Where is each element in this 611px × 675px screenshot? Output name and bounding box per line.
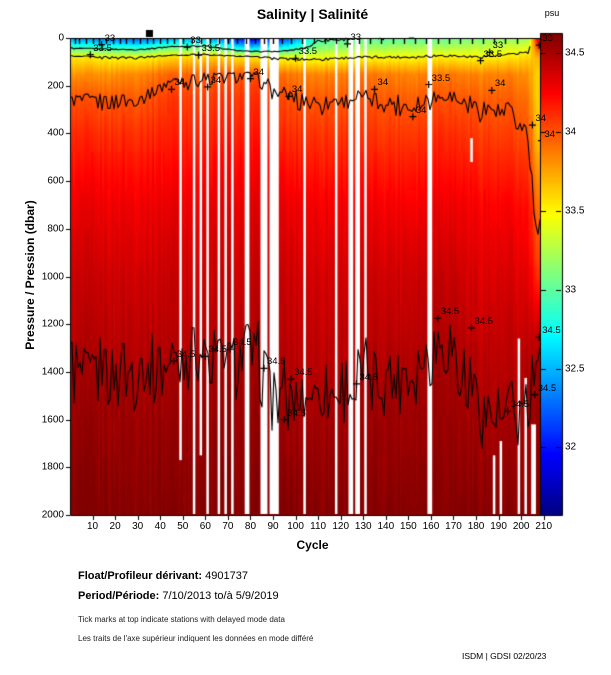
contour-line-label: 34 [210,74,222,86]
contour-line-label: 33 [190,35,201,47]
contour-line-label: 34.5 [510,399,530,411]
float-id-label: Float/Profileur dérivant: [78,570,203,582]
x-tick-label: 160 [422,521,440,532]
colorbar-tick-label: 34 [565,126,577,138]
x-tick-label: 20 [109,521,121,532]
contour-line-label: 34.5 [359,371,378,383]
contour-line-label: 34 [415,104,427,116]
y-tick-label: 2000 [41,509,64,521]
contour-line-label: 34.5 [176,349,196,361]
x-tick-label: 180 [467,521,485,532]
contour-line-label: 34.5 [542,325,561,337]
colorbar-tick-label: 33.5 [565,205,585,217]
contour-line-label: 33 [104,32,116,44]
credit-line: ISDM | GDSI 02/20/23 [462,651,547,661]
note-french: Les traits de l'axe supérieur indiquent … [78,634,314,643]
x-tick-label: 190 [490,521,507,532]
x-axis-label: Cycle [296,538,329,552]
contour-line-label: 34 [377,77,389,89]
float-id-value: 4901737 [205,570,248,582]
colorbar-tick-label: 32 [565,441,577,453]
y-tick-label: 1400 [41,366,64,378]
contour-line-label: 34.5 [267,356,286,368]
contour-line-label: 34.5 [537,382,557,394]
period-line: Period/Période: 7/10/2013 to/à 5/9/2019 [78,590,279,602]
x-tick-label: 70 [222,521,234,532]
x-tick-label: 140 [377,521,395,532]
contour-line-label: 34.5 [440,306,460,318]
period-value: 7/10/2013 to/à 5/9/2019 [162,590,279,602]
x-tick-label: 100 [287,521,304,532]
x-tick-label: 30 [132,521,144,532]
contour-line-label: 34.5 [294,367,313,379]
contour-line-label: 33.5 [431,72,451,84]
contour-line-label: 34 [291,84,303,96]
y-tick-label: 400 [47,127,64,139]
y-tick-label: 200 [47,80,64,92]
contour-line-label: 33 [350,31,362,43]
x-tick-label: 110 [310,521,327,532]
colorbar-unit-label: psu [544,8,560,18]
contour-line-label: 34.5 [208,344,227,356]
y-tick-label: 600 [47,175,64,187]
y-tick-label: 1600 [41,414,64,426]
contour-line-label: 34 [544,128,556,140]
x-tick-label: 40 [154,521,166,532]
float-id-line: Float/Profileur dérivant: 4901737 [78,570,248,582]
x-tick-label: 200 [512,521,530,532]
note-english: Tick marks at top indicate stations with… [78,615,285,624]
x-tick-label: 90 [267,521,279,532]
y-tick-label: 1000 [41,271,64,282]
y-tick-label: 800 [47,223,64,235]
contour-line-label: 34.5 [287,407,306,419]
x-tick-label: 150 [400,521,417,532]
y-tick-label: 0 [58,32,64,44]
colorbar-tick-label: 32.5 [565,363,585,374]
contour-line-label: 34.5 [233,337,252,349]
colorbar-tick-label: 33 [565,284,577,296]
contour-line-label: 34.5 [474,315,494,327]
x-tick-label: 120 [332,521,350,532]
x-tick-label: 50 [177,521,189,532]
contour-line-label: 34 [174,77,186,89]
contour-line-label: 34 [494,78,506,90]
x-tick-label: 10 [86,521,99,532]
colorbar-tick-label: 34.5 [565,47,585,59]
x-tick-label: 80 [244,521,257,532]
period-label: Period/Période: [78,590,160,602]
x-tick-label: 210 [535,521,553,532]
contour-line-label: 33.5 [201,43,221,55]
contour-line-label: 33.5 [93,42,112,54]
x-tick-label: 170 [445,521,462,532]
y-tick-label: 1200 [41,318,64,330]
y-tick-label: 1800 [41,461,64,473]
x-tick-label: 130 [354,521,372,532]
contour-line-label: 34 [253,66,265,78]
contour-line-label: 33.5 [483,48,503,60]
contour-line-label: 34 [535,113,547,125]
contour-line-label: 33 [542,33,553,45]
chart-title: Salinity | Salinité [256,6,369,22]
contour-line-label: 33 [492,40,504,52]
contour-line-label: 33.5 [298,46,318,58]
x-tick-label: 60 [199,521,211,532]
